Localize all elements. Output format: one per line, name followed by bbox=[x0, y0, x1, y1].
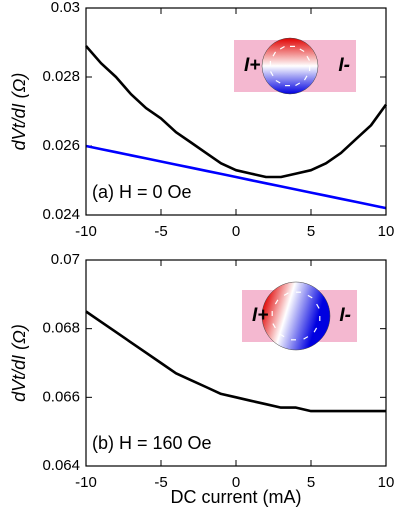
y-tick-label: 0.07 bbox=[51, 251, 80, 268]
y-tick-label: 0.024 bbox=[42, 206, 80, 223]
x-tick-label: -10 bbox=[75, 474, 97, 491]
data-line bbox=[85, 144, 387, 210]
inset-arrow bbox=[283, 292, 289, 296]
x-tick-label: -10 bbox=[75, 223, 97, 240]
x-tick-label: 10 bbox=[378, 223, 395, 240]
inset-left-label: I+ bbox=[252, 305, 268, 326]
y-tick-label: 0.026 bbox=[42, 137, 80, 154]
plot-frame bbox=[85, 7, 387, 216]
inset-disk bbox=[261, 37, 319, 95]
inset-disk bbox=[261, 281, 331, 351]
inset-left-label: I+ bbox=[244, 55, 260, 76]
inset-arrow bbox=[299, 48, 305, 53]
inset-arrow bbox=[306, 55, 310, 61]
inset-arrow bbox=[316, 303, 320, 309]
data-line bbox=[85, 310, 386, 413]
inset-right-label: I- bbox=[339, 305, 351, 326]
inset-arrow bbox=[307, 294, 313, 299]
inset-arrow bbox=[303, 336, 309, 340]
x-tick-label: 5 bbox=[307, 474, 315, 491]
inset-right-label: I- bbox=[338, 55, 350, 76]
y-tick-label: 0.03 bbox=[51, 0, 80, 16]
data-line bbox=[85, 45, 388, 179]
x-tick-label: 5 bbox=[307, 223, 315, 240]
x-tick-label: -5 bbox=[154, 223, 167, 240]
y-tick-label: 0.066 bbox=[42, 388, 80, 405]
x-tick-label: 10 bbox=[378, 474, 395, 491]
inset-arrow bbox=[279, 46, 285, 50]
plot-frame bbox=[85, 259, 387, 467]
y-tick-label: 0.064 bbox=[42, 457, 80, 474]
y-axis-label: dVt/dI (Ω) bbox=[9, 73, 29, 151]
inset-arrow bbox=[279, 333, 285, 338]
inset-arrow bbox=[272, 323, 276, 329]
inset-arrow bbox=[313, 327, 318, 333]
inset-arrow bbox=[270, 71, 274, 77]
inset-arrow bbox=[274, 299, 279, 305]
inset-arrow bbox=[272, 51, 277, 57]
y-tick-label: 0.028 bbox=[42, 68, 80, 85]
y-tick-label: 0.068 bbox=[42, 320, 80, 337]
x-axis-label: DC current (mA) bbox=[170, 487, 301, 507]
panel-label: (b) H = 160 Oe bbox=[92, 433, 212, 453]
inset-arrow bbox=[295, 82, 301, 86]
x-tick-label: -5 bbox=[154, 474, 167, 491]
inset-arrow bbox=[303, 75, 308, 81]
panel-label: (a) H = 0 Oe bbox=[92, 182, 192, 202]
x-tick-label: 0 bbox=[232, 223, 240, 240]
inset-arrow bbox=[275, 79, 281, 84]
x-tick-label: 0 bbox=[232, 474, 240, 491]
y-axis-label: dVt/dI (Ω) bbox=[9, 324, 29, 402]
